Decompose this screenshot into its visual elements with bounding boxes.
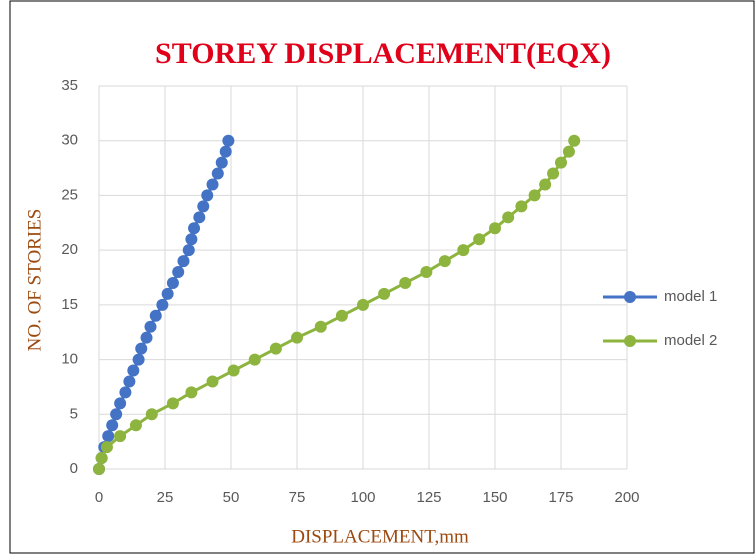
data-point: [185, 233, 197, 245]
data-point: [216, 157, 228, 169]
data-point: [133, 354, 145, 366]
data-point: [172, 266, 184, 278]
data-point: [228, 365, 240, 377]
data-point: [188, 222, 200, 234]
data-point: [183, 244, 195, 256]
x-tick-label: 75: [289, 489, 306, 506]
data-point: [127, 365, 139, 377]
data-point: [291, 332, 303, 344]
y-axis-label: NO. OF STORIES: [24, 209, 45, 352]
data-point: [106, 419, 118, 431]
chart: STOREY DISPLACEMENT(EQX) DISPLACEMENT,mm…: [0, 0, 755, 554]
data-point: [270, 343, 282, 355]
data-point: [144, 321, 156, 333]
data-point: [110, 408, 122, 420]
data-point: [502, 211, 514, 223]
data-point: [177, 255, 189, 267]
data-point: [315, 321, 327, 333]
data-point: [515, 200, 527, 212]
y-tick-label: 10: [61, 351, 78, 368]
data-point: [135, 343, 147, 355]
x-axis-label: DISPLACEMENT,mm: [291, 526, 469, 547]
data-point: [220, 146, 232, 158]
chart-frame: [10, 1, 754, 553]
data-point: [146, 408, 158, 420]
data-point: [167, 277, 179, 289]
data-point: [197, 200, 209, 212]
y-tick-label: 30: [61, 132, 78, 149]
data-point: [420, 266, 432, 278]
data-point: [439, 255, 451, 267]
x-tick-label: 0: [95, 489, 103, 506]
chart-title: STOREY DISPLACEMENT(EQX): [155, 37, 611, 70]
y-tick-label: 35: [61, 77, 78, 94]
x-tick-label: 200: [614, 489, 639, 506]
y-tick-label: 20: [61, 241, 78, 258]
data-point: [201, 189, 213, 201]
data-point: [547, 168, 559, 180]
y-tick-label: 25: [61, 186, 78, 203]
data-point: [130, 419, 142, 431]
data-point: [162, 288, 174, 300]
x-tick-label: 125: [416, 489, 441, 506]
data-point: [473, 233, 485, 245]
y-tick-label: 15: [61, 296, 78, 313]
data-point: [119, 386, 131, 398]
data-point: [568, 135, 580, 147]
data-point: [167, 397, 179, 409]
data-point: [193, 211, 205, 223]
x-tick-label: 175: [548, 489, 573, 506]
data-point: [249, 354, 261, 366]
y-tick-label: 5: [70, 405, 78, 422]
data-point: [102, 430, 114, 442]
data-point: [96, 452, 108, 464]
data-point: [150, 310, 162, 322]
data-point: [93, 463, 105, 475]
data-point: [212, 168, 224, 180]
data-point: [141, 332, 153, 344]
data-point: [378, 288, 390, 300]
data-point: [207, 178, 219, 190]
data-point: [336, 310, 348, 322]
x-tick-label: 25: [157, 489, 174, 506]
data-point: [207, 375, 219, 387]
data-point: [101, 441, 113, 453]
x-tick-label: 150: [482, 489, 507, 506]
data-point: [529, 189, 541, 201]
data-point: [357, 299, 369, 311]
data-point: [156, 299, 168, 311]
data-point: [539, 178, 551, 190]
data-point: [123, 375, 135, 387]
x-tick-label: 100: [350, 489, 375, 506]
data-point: [114, 430, 126, 442]
data-point: [114, 397, 126, 409]
data-point: [185, 386, 197, 398]
legend-label: model 1: [664, 288, 717, 305]
data-point: [489, 222, 501, 234]
data-point: [457, 244, 469, 256]
data-point: [222, 135, 234, 147]
y-tick-label: 0: [70, 460, 78, 477]
x-tick-label: 50: [223, 489, 240, 506]
data-point: [563, 146, 575, 158]
data-point: [555, 157, 567, 169]
data-point: [399, 277, 411, 289]
legend-marker: [624, 291, 636, 303]
legend-label: model 2: [664, 332, 717, 349]
legend-marker: [624, 335, 636, 347]
